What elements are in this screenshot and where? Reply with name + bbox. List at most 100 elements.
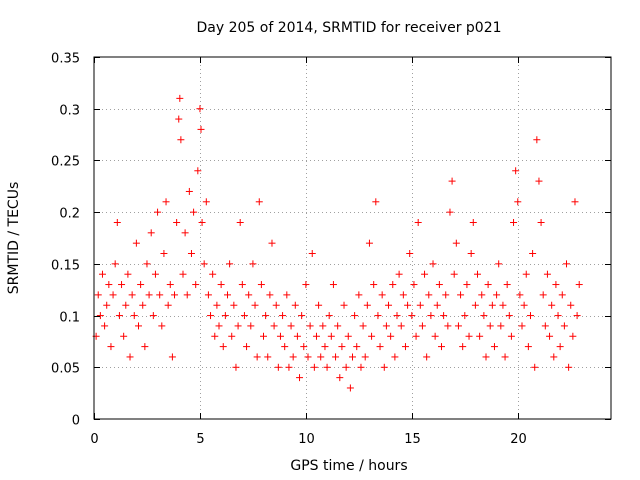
data-point — [181, 229, 189, 237]
data-point — [243, 343, 251, 351]
data-point — [147, 229, 155, 237]
data-point — [539, 291, 547, 299]
data-point — [168, 353, 176, 361]
data-point — [175, 115, 183, 123]
data-point — [156, 291, 164, 299]
data-point — [368, 332, 376, 340]
data-point — [323, 363, 331, 371]
data-point — [317, 353, 325, 361]
data-point — [310, 363, 318, 371]
chart-title: Day 205 of 2014, SRMTID for receiver p02… — [196, 20, 501, 36]
data-point — [493, 291, 501, 299]
data-point — [421, 270, 429, 278]
data-point — [207, 312, 215, 320]
data-point — [96, 312, 104, 320]
data-point — [327, 332, 335, 340]
data-point — [325, 312, 333, 320]
data-point — [412, 332, 420, 340]
data-point — [128, 291, 136, 299]
data-point — [457, 291, 465, 299]
data-point — [408, 312, 416, 320]
data-point — [376, 343, 384, 351]
y-tick-label: 0.1 — [59, 311, 80, 326]
data-point — [276, 332, 284, 340]
data-point — [234, 322, 242, 330]
data-point — [198, 218, 206, 226]
data-point — [98, 270, 106, 278]
data-point — [249, 260, 257, 268]
data-point — [200, 260, 208, 268]
y-tick-label: 0.05 — [51, 362, 80, 377]
data-point — [552, 281, 560, 289]
grid — [94, 57, 611, 419]
data-point — [287, 322, 295, 330]
data-point — [391, 353, 399, 361]
data-point — [285, 363, 293, 371]
data-point — [321, 343, 329, 351]
data-point — [262, 312, 270, 320]
axes: 0 0.05 0.1 0.15 0.2 0.25 0.3 0.35 0 5 10 15 20 — [51, 52, 611, 447]
data-point — [105, 281, 113, 289]
data-point — [223, 291, 231, 299]
data-point — [132, 239, 140, 247]
data-point — [296, 374, 304, 382]
data-point — [111, 260, 119, 268]
data-point — [495, 260, 503, 268]
data-point — [385, 301, 393, 309]
data-point — [315, 301, 323, 309]
data-point — [245, 291, 253, 299]
data-point — [427, 312, 435, 320]
data-point — [520, 301, 528, 309]
data-point — [221, 312, 229, 320]
data-point — [281, 343, 289, 351]
data-point — [518, 322, 526, 330]
data-point — [238, 281, 246, 289]
data-point — [332, 353, 340, 361]
data-point — [179, 270, 187, 278]
data-point — [158, 322, 166, 330]
data-point — [272, 301, 280, 309]
data-point — [414, 218, 422, 226]
data-point — [361, 353, 369, 361]
data-point — [134, 322, 142, 330]
data-point — [478, 291, 486, 299]
data-point — [454, 322, 462, 330]
data-point — [476, 332, 484, 340]
data-point — [283, 291, 291, 299]
data-point — [298, 312, 306, 320]
data-point — [289, 353, 297, 361]
data-point — [334, 322, 342, 330]
data-point — [306, 322, 314, 330]
data-point — [410, 281, 418, 289]
x-tick-label: 15 — [404, 432, 421, 447]
x-tick-label: 10 — [298, 432, 315, 447]
data-point — [507, 332, 515, 340]
x-tick-label: 0 — [90, 432, 98, 447]
data-point — [255, 198, 263, 206]
data-point — [548, 301, 556, 309]
data-point — [351, 312, 359, 320]
data-point — [107, 343, 115, 351]
data-point — [236, 218, 244, 226]
data-point — [397, 322, 405, 330]
data-point — [565, 363, 573, 371]
data-point — [444, 322, 452, 330]
data-point — [569, 332, 577, 340]
data-point — [166, 281, 174, 289]
data-point — [556, 343, 564, 351]
data-point — [543, 270, 551, 278]
data-point — [558, 291, 566, 299]
y-axis-label: SRMTID / TECUs — [6, 182, 22, 295]
data-point — [365, 239, 373, 247]
data-point — [533, 136, 541, 144]
data-point — [177, 136, 185, 144]
data-point — [393, 312, 401, 320]
data-point — [342, 363, 350, 371]
data-point — [401, 343, 409, 351]
data-point — [151, 270, 159, 278]
data-point — [433, 301, 441, 309]
data-point — [537, 218, 545, 226]
data-point — [257, 281, 265, 289]
data-point — [406, 250, 414, 258]
data-point — [103, 301, 111, 309]
